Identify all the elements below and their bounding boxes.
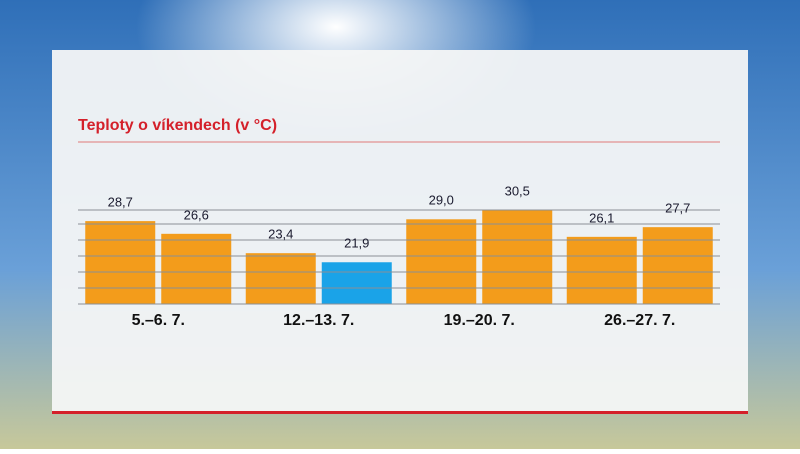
- value-label: 27,7: [665, 201, 690, 216]
- value-label: 30,5: [505, 184, 530, 199]
- x-tick-label: 19.–20. 7.: [444, 312, 515, 329]
- value-label: 23,4: [268, 227, 293, 242]
- grid: [78, 209, 720, 305]
- x-tick-label: 26.–27. 7.: [604, 312, 675, 329]
- bar: [161, 233, 232, 304]
- value-label: 21,9: [344, 236, 369, 251]
- bar: [642, 227, 713, 304]
- x-tick-label: 12.–13. 7.: [283, 312, 354, 329]
- value-label: 26,1: [589, 210, 614, 225]
- bar: [321, 262, 392, 304]
- panel: [52, 50, 748, 413]
- bar: [245, 253, 316, 304]
- value-label: 26,6: [184, 207, 209, 222]
- bar: [406, 219, 477, 304]
- bar: [566, 236, 637, 304]
- value-label: 28,7: [108, 195, 133, 210]
- panel-border: [52, 411, 748, 414]
- labels: 5.–6. 7. 28,7 26,6 12.–13. 7. 23,4 21,9 19.–20…: [108, 184, 691, 330]
- bars: [85, 210, 713, 304]
- chart-title: Teploty o víkendech (v °C): [78, 117, 277, 134]
- x-tick-label: 5.–6. 7.: [132, 312, 185, 329]
- bar: [85, 221, 156, 304]
- value-label: 29,0: [429, 193, 454, 208]
